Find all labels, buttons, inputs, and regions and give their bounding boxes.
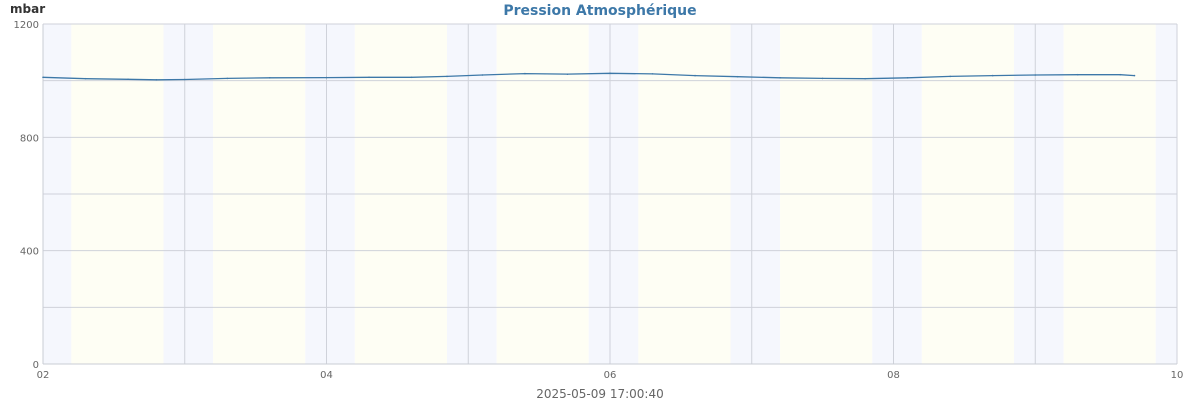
data-point xyxy=(446,75,448,78)
series-group xyxy=(42,72,1136,81)
chart-title: Pression Atmosphérique xyxy=(503,3,696,19)
data-point xyxy=(949,75,951,78)
data-point xyxy=(481,74,484,76)
data-point xyxy=(609,72,611,75)
data-point xyxy=(1076,73,1079,76)
y-axis-tick-labels: 0 400 800 1200 xyxy=(14,20,39,371)
y-tick-label: 800 xyxy=(20,133,39,144)
x-tick-label: 04 xyxy=(320,370,333,381)
x-axis-tick-labels: 02 04 06 08 10 xyxy=(37,370,1184,381)
data-point xyxy=(779,77,781,79)
data-point xyxy=(42,76,44,79)
data-point xyxy=(906,77,909,79)
y-tick-label: 0 xyxy=(33,360,39,371)
x-tick-label: 02 xyxy=(37,370,50,381)
y-tick-label: 1200 xyxy=(14,20,39,31)
data-point xyxy=(410,76,413,79)
data-point xyxy=(1034,74,1037,76)
data-point xyxy=(127,78,129,81)
data-point xyxy=(821,77,824,80)
data-point xyxy=(991,74,994,77)
data-point xyxy=(368,76,370,79)
data-point xyxy=(269,77,271,79)
grid-lines xyxy=(42,23,1178,365)
data-point xyxy=(1133,74,1136,77)
timestamp-footer: 2025-05-09 17:00:40 xyxy=(536,387,663,400)
y-axis-unit-label: mbar xyxy=(10,2,45,16)
data-point xyxy=(524,72,526,75)
data-point xyxy=(155,79,158,81)
data-point xyxy=(651,73,654,75)
y-tick-label: 400 xyxy=(20,247,39,258)
data-point xyxy=(84,77,87,80)
data-point xyxy=(325,76,328,79)
x-tick-label: 08 xyxy=(887,370,900,381)
x-tick-label: 06 xyxy=(604,370,617,381)
x-tick-label: 10 xyxy=(1171,370,1184,381)
data-point xyxy=(694,74,696,77)
data-point xyxy=(736,75,739,78)
data-point xyxy=(1119,73,1122,76)
data-point xyxy=(566,73,569,75)
series-line xyxy=(42,72,1135,81)
data-point xyxy=(226,77,229,80)
data-point xyxy=(864,77,866,80)
data-point xyxy=(183,78,186,81)
